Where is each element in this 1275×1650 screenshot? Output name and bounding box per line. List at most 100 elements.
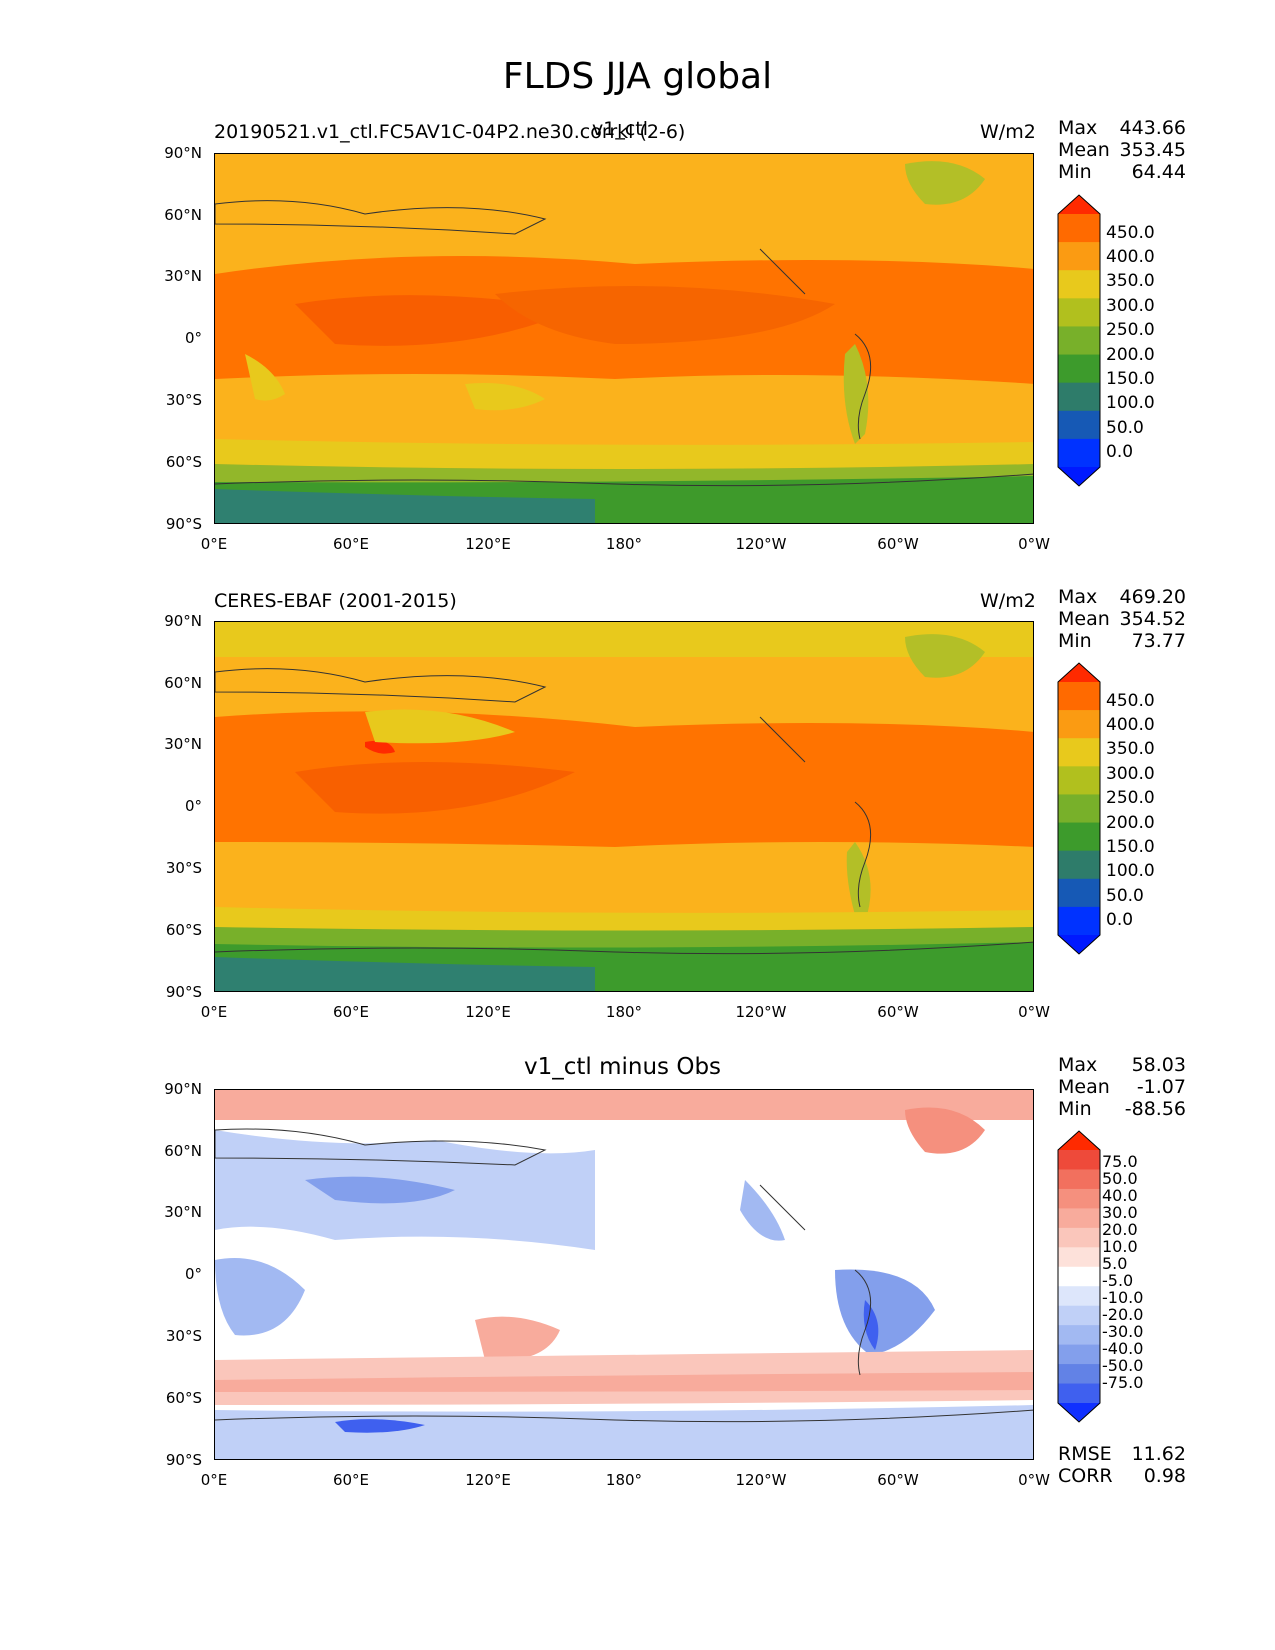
stat-min-label: Min	[1058, 1098, 1092, 1120]
colorbar-swatch	[1058, 906, 1100, 936]
panel3-metrics: RMSE 11.62 CORR 0.98	[1058, 1443, 1186, 1487]
colorbar-label: -5.0	[1102, 1271, 1134, 1290]
lon-tick: 0°E	[200, 535, 228, 553]
lon-tick: 120°E	[465, 535, 511, 553]
lon-tick: 60°E	[332, 535, 370, 553]
stat-min-value: -88.56	[1124, 1098, 1186, 1120]
colorbar-swatch	[1058, 354, 1100, 384]
colorbar-label: 75.0	[1102, 1152, 1138, 1171]
panel2-ref-name: CERES-EBAF (2001-2015)	[214, 590, 457, 612]
rmse-value: 11.62	[1131, 1443, 1186, 1465]
panel3-stats: Max 58.03 Mean -1.07 Min -88.56	[1058, 1054, 1186, 1120]
colorbar-label: 150.0	[1106, 369, 1155, 389]
colorbar-swatch	[1058, 878, 1100, 908]
panel3-colorbar	[1057, 1130, 1101, 1423]
colorbar-label: 250.0	[1106, 788, 1155, 808]
lat-tick: 30°S	[165, 1327, 202, 1345]
lon-tick: 0°W	[1018, 535, 1050, 553]
colorbar-swatch	[1058, 710, 1100, 739]
colorbar-outline	[1057, 194, 1101, 487]
colorbar-swatch	[1058, 1286, 1100, 1307]
lon-tick: 120°E	[465, 1471, 511, 1489]
stat-max-value: 443.66	[1119, 117, 1186, 139]
lon-tick: 60°E	[332, 1003, 370, 1021]
lon-tick: 180°	[605, 1003, 643, 1021]
lat-tick: 60°S	[165, 1389, 202, 1407]
lon-tick: 0°E	[200, 1003, 228, 1021]
colorbar-swatch	[1058, 738, 1100, 767]
colorbar-label: 50.0	[1106, 886, 1144, 906]
colorbar-swatch	[1058, 1169, 1100, 1190]
colorbar-label: 300.0	[1106, 296, 1155, 316]
colorbar-swatch	[1058, 1325, 1100, 1346]
panel1-colorbar	[1057, 194, 1101, 487]
colorbar-extend-min	[1058, 1403, 1100, 1422]
colorbar-label: -20.0	[1102, 1305, 1144, 1324]
colorbar-swatch	[1058, 682, 1100, 711]
lat-tick: 60°N	[164, 1142, 202, 1160]
colorbar-swatch	[1058, 1266, 1100, 1287]
colorbar-label: 200.0	[1106, 345, 1155, 365]
figure-title: FLDS JJA global	[502, 56, 773, 97]
lon-tick: 60°W	[877, 1003, 919, 1021]
corr-label: CORR	[1058, 1465, 1113, 1487]
rmse-label: RMSE	[1058, 1443, 1112, 1465]
panel2-colorbar	[1057, 662, 1101, 955]
colorbar-label: 100.0	[1106, 861, 1155, 881]
colorbar-swatch	[1058, 822, 1100, 852]
stat-max-value: 469.20	[1119, 586, 1186, 608]
panel2-stats: Max 469.20 Mean 354.52 Min 73.77	[1058, 586, 1186, 652]
colorbar-swatch	[1058, 1383, 1100, 1404]
colorbar-label: 200.0	[1106, 813, 1155, 833]
lon-tick: 60°E	[332, 1471, 370, 1489]
colorbar-label: -40.0	[1102, 1339, 1144, 1358]
panel1-test-name: 20190521.v1_ctl.FC5AV1C-04P2.ne30.corrkl…	[214, 121, 686, 143]
lon-tick: 120°W	[735, 1471, 787, 1489]
panel3-map	[214, 1089, 1034, 1460]
colorbar-label: 450.0	[1106, 691, 1155, 711]
colorbar-label: 250.0	[1106, 320, 1155, 340]
stat-min-value: 73.77	[1131, 630, 1186, 652]
lat-tick: 90°N	[164, 612, 202, 630]
panel3-title: v1_ctl minus Obs	[524, 1054, 722, 1080]
lon-tick: 180°	[605, 535, 643, 553]
colorbar-swatch	[1058, 766, 1100, 795]
colorbar-label: 350.0	[1106, 271, 1155, 291]
colorbar-label: 100.0	[1106, 393, 1155, 413]
colorbar-label: 0.0	[1106, 910, 1134, 930]
colorbar-label: 20.0	[1102, 1220, 1138, 1239]
colorbar-swatch	[1058, 1227, 1100, 1248]
colorbar-swatch	[1058, 794, 1100, 824]
panel3-colorbar-labels: 75.0 50.0 40.0 30.0 20.0 10.0 5.0 -5.0 -…	[1102, 1153, 1143, 1391]
lat-tick: 60°S	[165, 921, 202, 939]
colorbar-label: 300.0	[1106, 764, 1155, 784]
panel2-units: W/m2	[980, 590, 1036, 612]
colorbar-swatch	[1058, 1208, 1100, 1229]
lat-tick: 60°N	[164, 674, 202, 692]
lat-tick: 30°N	[164, 735, 202, 753]
stat-min-label: Min	[1058, 630, 1092, 652]
lat-tick: 90°S	[165, 1451, 202, 1469]
lat-tick: 0°	[184, 329, 202, 347]
lat-tick: 0°	[184, 797, 202, 815]
colorbar-label: 400.0	[1106, 247, 1155, 267]
colorbar-label: 0.0	[1106, 442, 1134, 462]
corr-value: 0.98	[1143, 1465, 1186, 1487]
colorbar-label: 50.0	[1106, 418, 1144, 438]
colorbar-outline	[1057, 662, 1101, 955]
panel1-title: v1_ctl	[592, 118, 649, 140]
lat-tick: 90°N	[164, 1080, 202, 1098]
lon-tick: 0°W	[1018, 1003, 1050, 1021]
colorbar-swatch	[1058, 326, 1100, 356]
colorbar-extend-max	[1058, 663, 1100, 682]
lon-tick: 0°W	[1018, 1471, 1050, 1489]
stat-max-value: 58.03	[1131, 1054, 1186, 1076]
panel1-map	[214, 153, 1034, 524]
panel1-units: W/m2	[980, 121, 1036, 143]
colorbar-label: -50.0	[1102, 1356, 1144, 1375]
colorbar-swatch	[1058, 242, 1100, 271]
colorbar-swatch	[1058, 214, 1100, 243]
panel1-stats: Max 443.66 Mean 353.45 Min 64.44	[1058, 117, 1186, 183]
lon-tick: 60°W	[877, 535, 919, 553]
lon-tick: 120°W	[735, 535, 787, 553]
